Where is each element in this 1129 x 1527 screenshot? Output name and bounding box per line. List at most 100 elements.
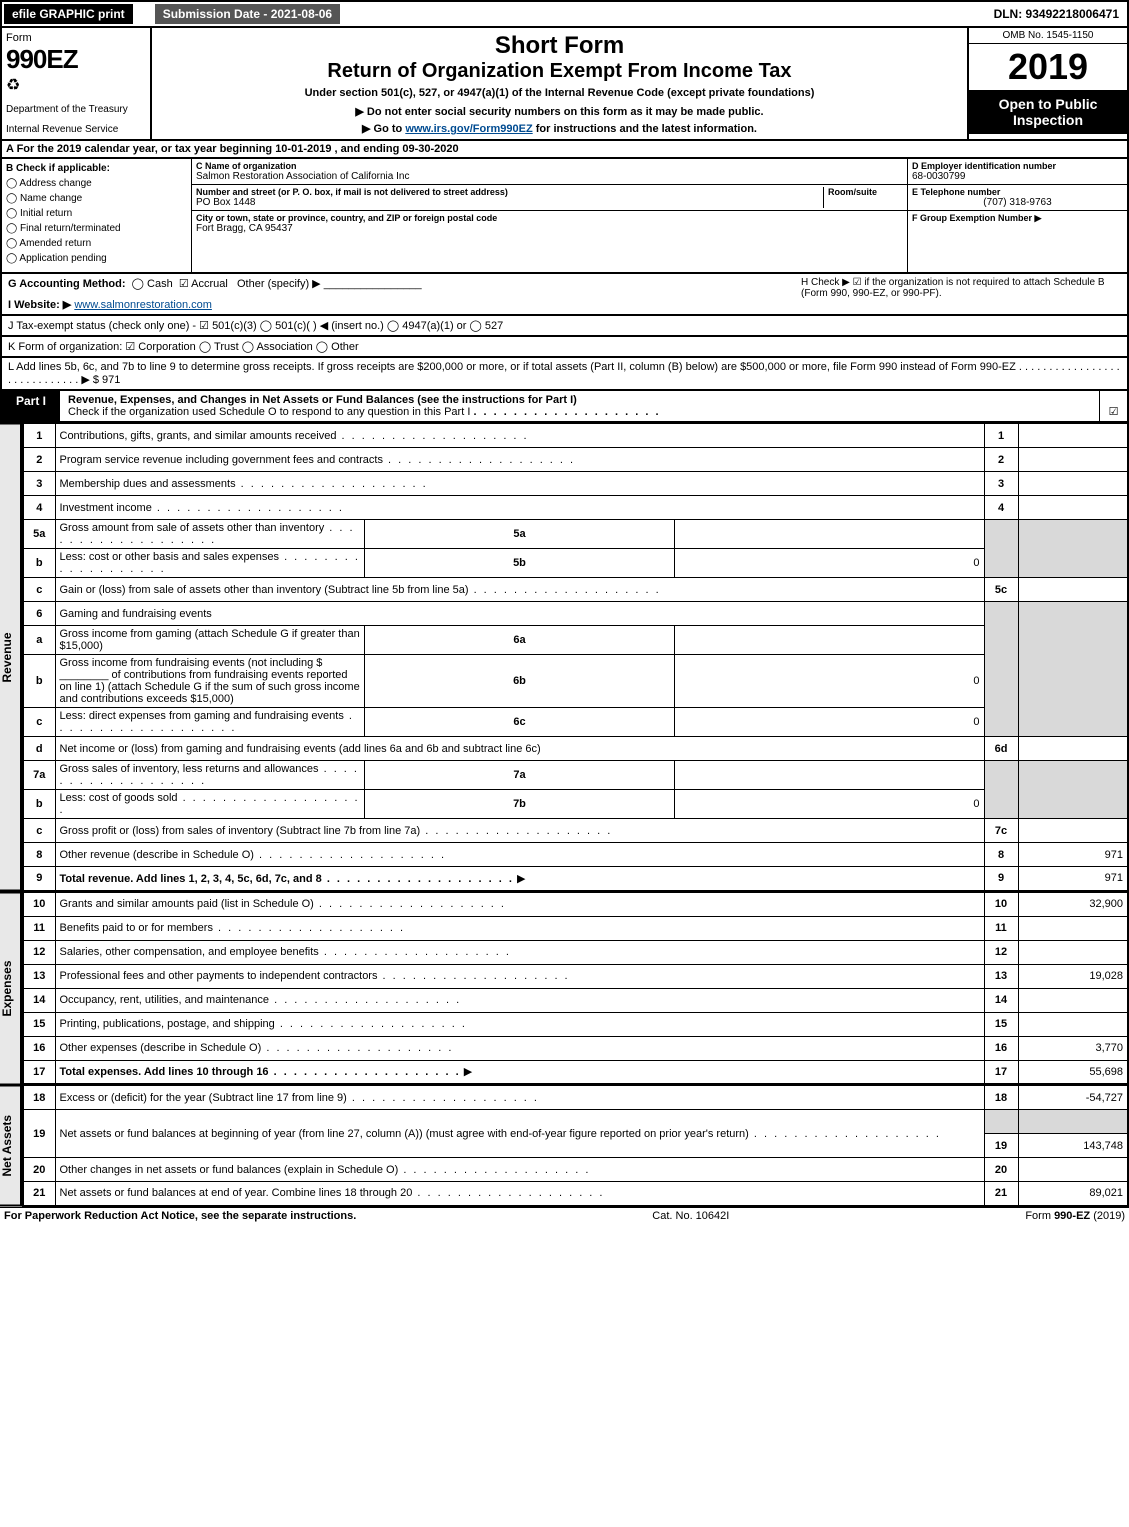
header-sub1: Under section 501(c), 527, or 4947(a)(1)… — [160, 87, 959, 99]
line-20-val — [1018, 1158, 1128, 1182]
line-6d-num: d — [23, 737, 55, 761]
city-label: City or town, state or province, country… — [196, 213, 903, 223]
line-6-desc: Gaming and fundraising events — [55, 602, 984, 626]
line-5b-inval: 0 — [674, 549, 984, 578]
footer-r-bold: 990-EZ — [1054, 1210, 1090, 1222]
street-value: PO Box 1448 — [196, 197, 823, 208]
line-5b-num: b — [23, 549, 55, 578]
line-18-num: 18 — [23, 1086, 55, 1110]
expenses-table: 10 Grants and similar amounts paid (list … — [22, 892, 1129, 1086]
submission-date-label: Submission Date - 2021-08-06 — [155, 4, 340, 24]
line-3-rn: 3 — [984, 472, 1018, 496]
line-21-rn: 21 — [984, 1182, 1018, 1206]
dots — [473, 406, 660, 418]
chk-initial-return[interactable]: Initial return — [6, 208, 187, 219]
line-1-rn: 1 — [984, 424, 1018, 448]
chk-final-return[interactable]: Final return/terminated — [6, 223, 187, 234]
line-6a-num: a — [23, 626, 55, 655]
line-4-desc: Investment income — [60, 502, 344, 514]
line-7c-rn: 7c — [984, 819, 1018, 843]
line-8-desc: Other revenue (describe in Schedule O) — [60, 849, 447, 861]
line-1-num: 1 — [23, 424, 55, 448]
box-c: C Name of organization Salmon Restoratio… — [192, 159, 907, 272]
line-5c-val — [1018, 578, 1128, 602]
line-13-rn: 13 — [984, 964, 1018, 988]
row-k-form-org: K Form of organization: ☑ Corporation ◯ … — [0, 337, 1129, 358]
line-5b-desc: Less: cost or other basis and sales expe… — [60, 551, 360, 575]
chk-name-change[interactable]: Name change — [6, 193, 187, 204]
line-12-rn: 12 — [984, 940, 1018, 964]
efile-print-button[interactable]: efile GRAPHIC print — [4, 4, 133, 24]
room-label: Room/suite — [828, 187, 903, 197]
line-10-desc: Grants and similar amounts paid (list in… — [60, 898, 506, 910]
line-10-rn: 10 — [984, 892, 1018, 916]
line-4-val — [1018, 496, 1128, 520]
row-j-tax-exempt: J Tax-exempt status (check only one) - ☑… — [0, 316, 1129, 337]
revenue-table: 1 Contributions, gifts, grants, and simil… — [22, 423, 1129, 892]
line-9-rn: 9 — [984, 867, 1018, 891]
line-7b-num: b — [23, 790, 55, 819]
line-4-num: 4 — [23, 496, 55, 520]
line-1-desc: Contributions, gifts, grants, and simila… — [60, 430, 529, 442]
box-h: H Check ▶ ☑ if the organization is not r… — [801, 277, 1121, 311]
chk-application-pending[interactable]: Application pending — [6, 253, 187, 264]
line-11-rn: 11 — [984, 916, 1018, 940]
accounting-method-label: G Accounting Method: — [8, 278, 126, 290]
info-block: B Check if applicable: Address change Na… — [0, 159, 1129, 274]
footer-right: Form 990-EZ (2019) — [1025, 1210, 1125, 1222]
other-option[interactable]: Other (specify) ▶ — [237, 278, 321, 290]
line-20-desc: Other changes in net assets or fund bala… — [60, 1164, 591, 1176]
dept-treasury: Department of the Treasury — [6, 104, 146, 115]
form-word: Form — [6, 32, 146, 44]
chk-amended-return[interactable]: Amended return — [6, 238, 187, 249]
schedule-o-checkbox[interactable]: ☑ — [1099, 391, 1127, 421]
line-14-num: 14 — [23, 988, 55, 1012]
line-6-num: 6 — [23, 602, 55, 626]
org-name-label: C Name of organization — [196, 161, 903, 171]
recycle-icon: ♻ — [6, 75, 146, 95]
line-17-val: 55,698 — [1018, 1060, 1128, 1084]
row-a-tax-year: A For the 2019 calendar year, or tax yea… — [0, 141, 1129, 159]
row-l-gross-receipts: L Add lines 5b, 6c, and 7b to line 9 to … — [0, 358, 1129, 391]
accrual-option[interactable]: Accrual — [191, 278, 228, 290]
line-15-desc: Printing, publications, postage, and shi… — [60, 1018, 467, 1030]
line-17-rn: 17 — [984, 1060, 1018, 1084]
expenses-tab: Expenses — [0, 892, 22, 1086]
footer-left: For Paperwork Reduction Act Notice, see … — [4, 1210, 356, 1222]
line-2-val — [1018, 448, 1128, 472]
line-20-rn: 20 — [984, 1158, 1018, 1182]
irs-link[interactable]: www.irs.gov/Form990EZ — [405, 123, 532, 135]
line-16-val: 3,770 — [1018, 1036, 1128, 1060]
ein-value: 68-0030799 — [912, 171, 1123, 182]
row-g: G Accounting Method: ◯ Cash ☑ Accrual Ot… — [0, 274, 1129, 316]
line-3-val — [1018, 472, 1128, 496]
line-11-val — [1018, 916, 1128, 940]
line-7b-inval: 0 — [674, 790, 984, 819]
line-7a-desc: Gross sales of inventory, less returns a… — [60, 763, 359, 787]
header-center: Short Form Return of Organization Exempt… — [152, 28, 967, 139]
part-1-header: Part I Revenue, Expenses, and Changes in… — [0, 391, 1129, 423]
line-6a-desc: Gross income from gaming (attach Schedul… — [55, 626, 365, 655]
city-cell: City or town, state or province, country… — [192, 211, 907, 236]
part-1-label: Part I — [2, 391, 60, 421]
phone-label: E Telephone number — [912, 187, 1123, 197]
line-3-desc: Membership dues and assessments — [60, 478, 428, 490]
line-17-desc: Total expenses. Add lines 10 through 16 — [60, 1066, 461, 1078]
cash-option[interactable]: Cash — [147, 278, 173, 290]
line-1-val — [1018, 424, 1128, 448]
line-17-num: 17 — [23, 1060, 55, 1084]
website-link[interactable]: www.salmonrestoration.com — [74, 299, 212, 311]
line-16-desc: Other expenses (describe in Schedule O) — [60, 1042, 454, 1054]
line-5b-inlbl: 5b — [365, 549, 675, 578]
line-2-desc: Program service revenue including govern… — [60, 454, 576, 466]
group-exemption-label: F Group Exemption Number ▶ — [912, 213, 1123, 224]
line-6c-desc: Less: direct expenses from gaming and fu… — [60, 710, 354, 734]
part-1-check-line: Check if the organization used Schedule … — [68, 406, 470, 418]
line-21-num: 21 — [23, 1182, 55, 1206]
line-7c-desc: Gross profit or (loss) from sales of inv… — [60, 825, 613, 837]
footer-r-post: (2019) — [1090, 1210, 1125, 1222]
line-13-desc: Professional fees and other payments to … — [60, 970, 570, 982]
sub3-post: for instructions and the latest informat… — [533, 123, 757, 135]
box-d: D Employer identification number 68-0030… — [908, 159, 1127, 185]
chk-address-change[interactable]: Address change — [6, 178, 187, 189]
